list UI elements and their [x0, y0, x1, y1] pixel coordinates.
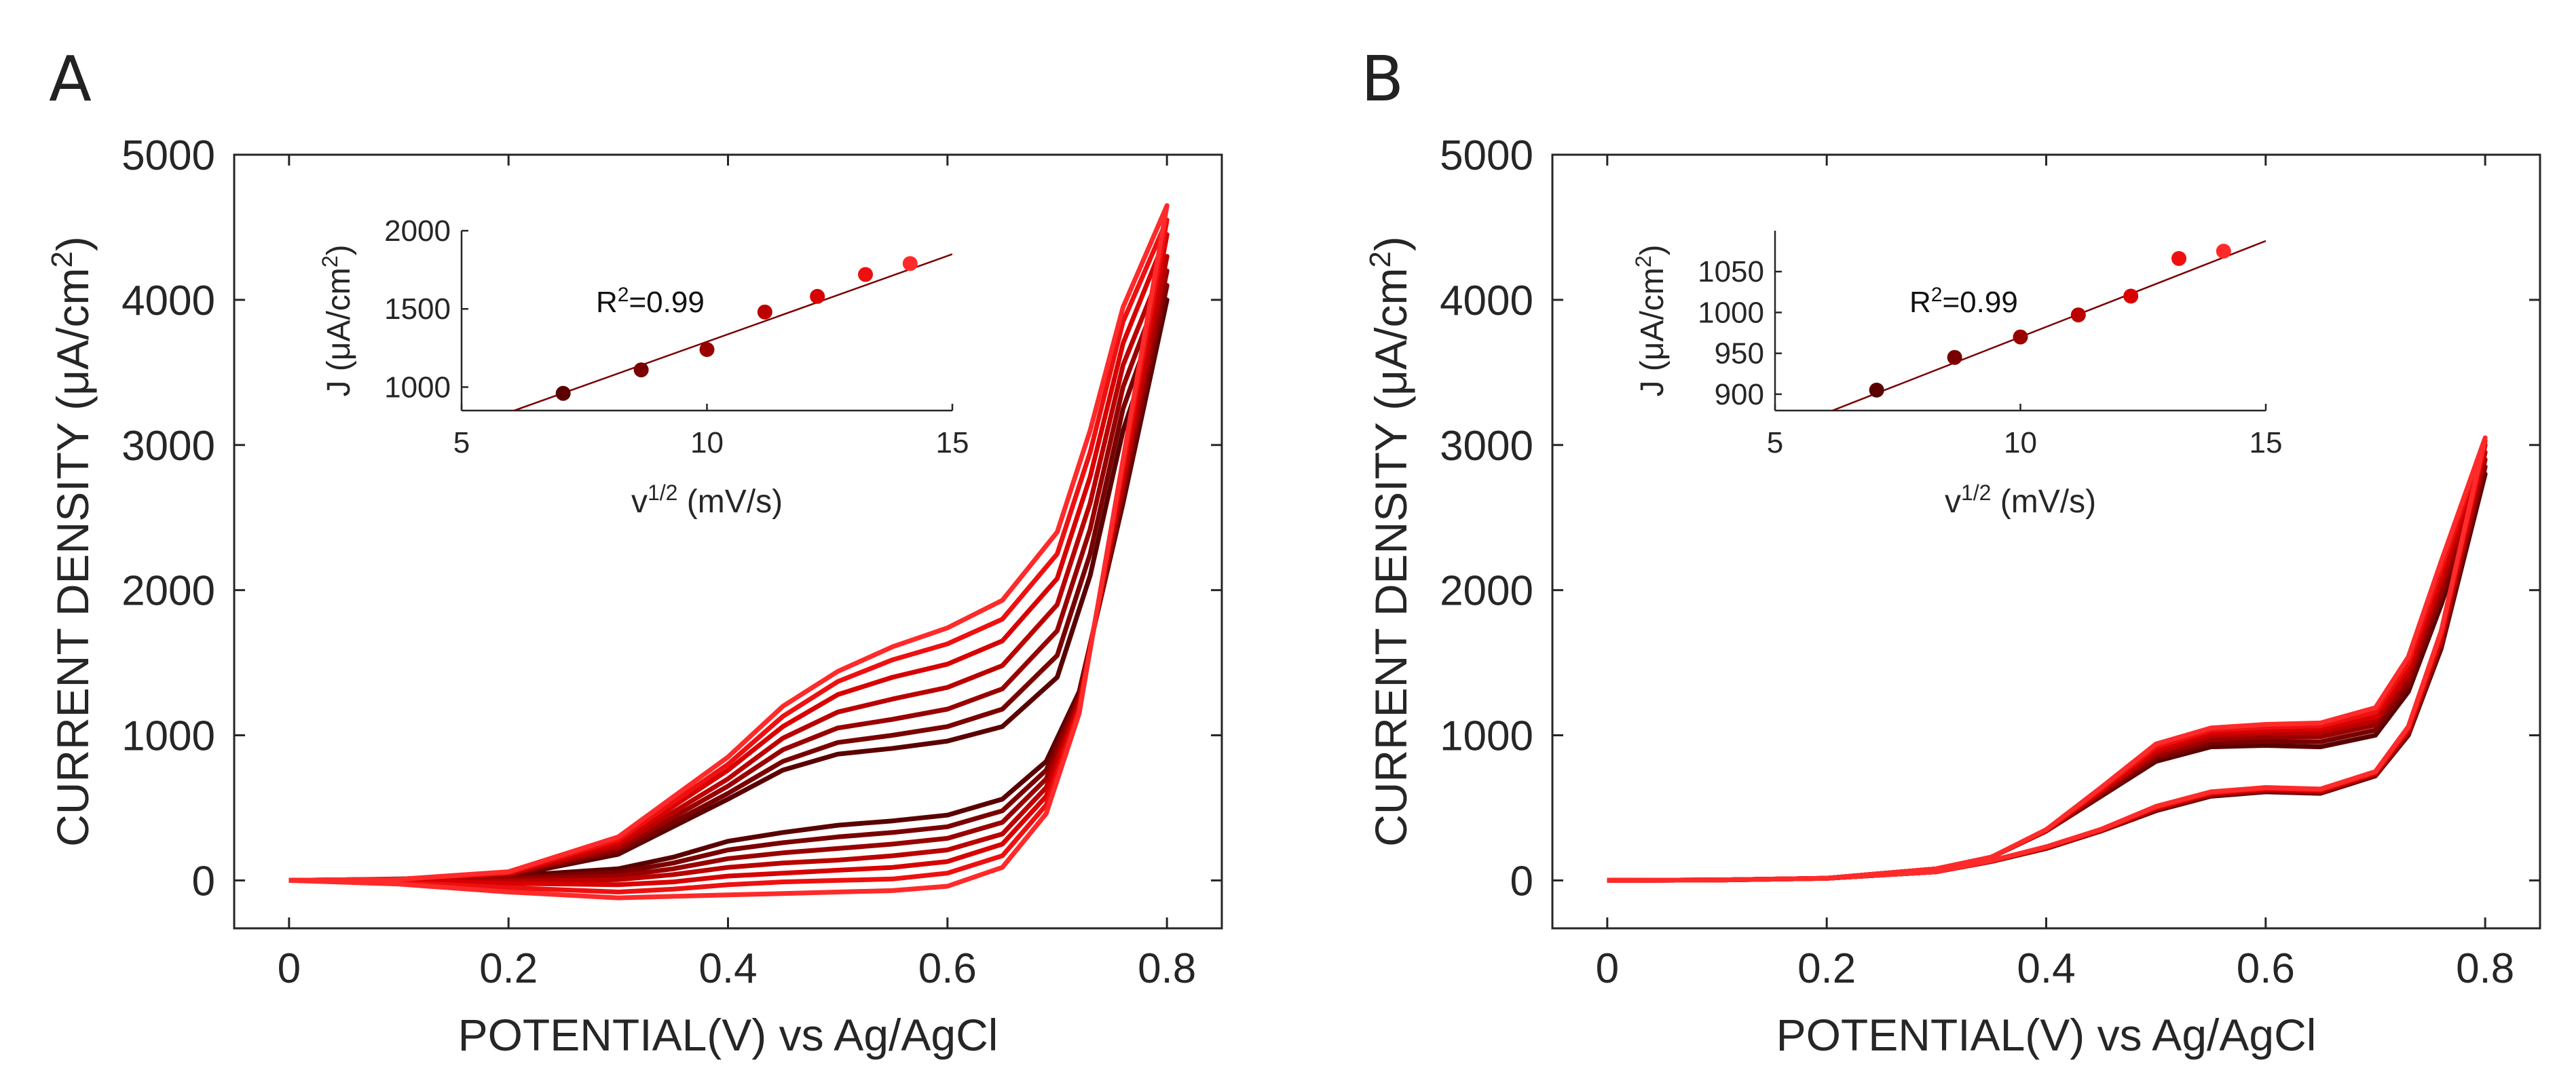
x-tick-label: 0.8 — [2456, 945, 2514, 992]
inset-x-tick-label: 10 — [690, 426, 724, 459]
inset-y-tick-label: 950 — [1715, 337, 1764, 371]
y-tick-label: 4000 — [122, 278, 215, 324]
cv-curve-3 — [288, 268, 1170, 883]
inset-y-tick-label: 1050 — [1698, 255, 1764, 288]
y-tick-label: 0 — [192, 858, 215, 905]
inset-data-point — [1869, 382, 1884, 398]
inset-x-tick-label: 5 — [1767, 426, 1783, 459]
y-tick-label: 5000 — [122, 132, 215, 179]
inset-plot: 5 10 15 900 950 1000 1050 R2=0.99 v1/2 (mV/s) J (… — [1631, 231, 2282, 520]
inset-data-point — [699, 342, 715, 358]
panel-letter-b: B — [1361, 43, 1404, 115]
inset-data-point — [2123, 288, 2139, 304]
cv-curve-7 — [288, 203, 1170, 900]
y-tick-label: 0 — [1510, 858, 1533, 905]
inset-x-tick-label: 15 — [2250, 426, 2283, 459]
x-axis-title: POTENTIAL(V) vs Ag/AgCl — [458, 1010, 998, 1060]
cv-curve-3 — [1607, 457, 2488, 883]
inset-data-point — [858, 267, 874, 282]
x-tick-label: 0.4 — [698, 945, 757, 992]
y-tick-label: 5000 — [1440, 132, 1533, 179]
x-tick-label: 0.6 — [918, 945, 977, 992]
inset-plot: 5 10 15 1000 1500 2000 R2=0.99 v1/2 (mV/s) J (μA… — [318, 214, 969, 520]
x-axis-title: POTENTIAL(V) vs Ag/AgCl — [1776, 1010, 2317, 1060]
inset-r2-annotation: R2=0.99 — [1909, 284, 2018, 320]
inset-data-point — [2013, 329, 2028, 345]
inset-y-tick-label: 1000 — [384, 371, 451, 404]
x-tick-label: 0 — [278, 945, 301, 992]
x-tick-label: 0.2 — [1797, 945, 1856, 992]
inset-data-point — [633, 362, 649, 378]
x-tick-label: 0.4 — [2017, 945, 2075, 992]
inset-y-title: J (μA/cm2) — [318, 244, 357, 396]
inset-x-tick-label: 5 — [453, 426, 470, 459]
x-tick-label: 0.2 — [479, 945, 538, 992]
inset-x-tick-label: 10 — [2004, 426, 2037, 459]
chart-panel-a: 0 0.2 0.4 0.6 0.8 0 1000 2000 3000 4000 5000 POTENT… — [45, 132, 1223, 1060]
inset-y-tick-label: 1000 — [1698, 296, 1764, 329]
inset-data-point — [2216, 244, 2231, 259]
x-tick-label: 0 — [1596, 945, 1619, 992]
inset-x-title: v1/2 (mV/s) — [631, 480, 783, 520]
inset-data-point — [810, 288, 825, 304]
x-tick-label: 0.8 — [1138, 945, 1196, 992]
cv-curve-4 — [288, 254, 1170, 884]
cv-curve-2 — [1607, 464, 2488, 883]
inset-x-title: v1/2 (mV/s) — [1945, 480, 2096, 520]
y-tick-label: 3000 — [1440, 423, 1533, 470]
chart-panel-b: 0 0.2 0.4 0.6 0.8 0 1000 2000 3000 4000 5000 POTENT… — [1364, 132, 2541, 1060]
inset-fit-line — [511, 253, 952, 411]
y-tick-label: 1000 — [122, 713, 215, 760]
y-tick-label: 2000 — [1440, 568, 1533, 615]
cv-curve-1 — [1607, 472, 2488, 883]
inset-data-point — [757, 304, 772, 320]
inset-y-tick-label: 2000 — [384, 214, 451, 248]
inset-data-point — [2171, 250, 2187, 266]
y-tick-label: 4000 — [1440, 278, 1533, 324]
y-axis-title: CURRENT DENSITY (μA/cm2) — [45, 236, 98, 847]
y-tick-label: 1000 — [1440, 713, 1533, 760]
inset-y-tick-label: 1500 — [384, 292, 451, 326]
cv-curve-7 — [1607, 435, 2488, 883]
y-tick-label: 3000 — [122, 423, 215, 470]
y-tick-label: 2000 — [122, 568, 215, 615]
inset-y-tick-label: 900 — [1715, 378, 1764, 411]
x-tick-label: 0.6 — [2237, 945, 2295, 992]
inset-data-point — [555, 385, 571, 401]
panel-letter-a: A — [49, 43, 92, 115]
inset-y-title: J (μA/cm2) — [1631, 244, 1670, 396]
inset-data-point — [2070, 307, 2086, 323]
plot-frame — [233, 153, 1223, 930]
inset-data-point — [1947, 349, 1962, 365]
inset-data-point — [902, 256, 918, 271]
y-axis-title: CURRENT DENSITY (μA/cm2) — [1364, 236, 1417, 847]
inset-r2-annotation: R2=0.99 — [596, 284, 705, 320]
inset-x-tick-label: 15 — [936, 426, 969, 459]
